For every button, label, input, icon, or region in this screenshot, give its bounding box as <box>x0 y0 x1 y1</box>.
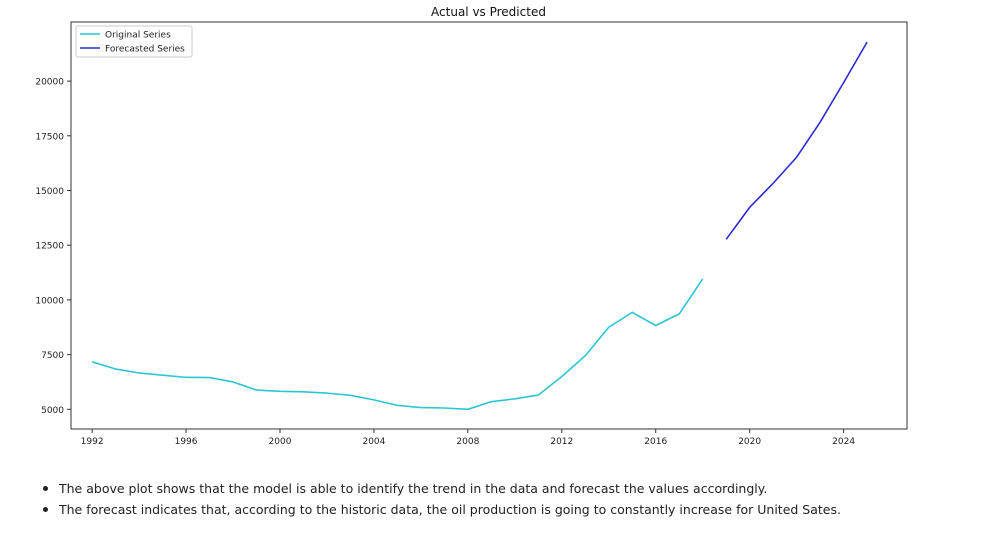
series-line-1 <box>725 41 868 240</box>
y-tick-label: 20000 <box>35 78 64 88</box>
y-tick-label: 12500 <box>35 242 64 252</box>
legend-label: Forecasted Series <box>105 45 185 55</box>
x-axis: 1992 1996 2000 2004 2008 2012 2016 2020 2024 <box>81 429 855 447</box>
note-text: The above plot shows that the model is a… <box>59 481 768 496</box>
notes-list: The above plot shows that the model is a… <box>40 478 841 520</box>
legend-label: Original Series <box>105 31 171 41</box>
y-tick-label: 15000 <box>35 187 64 197</box>
note-item: The forecast indicates that, according t… <box>40 499 841 520</box>
x-tick-label: 1996 <box>175 437 198 447</box>
x-tick-label: 2012 <box>550 437 573 447</box>
x-tick-label: 1992 <box>81 437 104 447</box>
series-lines <box>91 41 868 411</box>
series-line-0 <box>91 278 704 411</box>
y-tick-label: 5000 <box>41 406 64 416</box>
y-tick-label: 10000 <box>35 296 64 306</box>
chart-title: Actual vs Predicted <box>431 5 546 19</box>
legend: Original Series Forecasted Series <box>75 25 193 58</box>
line-chart: Actual vs Predicted 5000 7500 10000 12500 15… <box>35 5 908 447</box>
y-tick-label: 17500 <box>35 132 64 142</box>
note-text: The forecast indicates that, according t… <box>59 502 841 517</box>
x-tick-label: 2008 <box>456 437 479 447</box>
y-tick-label: 7500 <box>41 351 64 361</box>
note-item: The above plot shows that the model is a… <box>40 478 841 499</box>
bullet-icon <box>43 507 48 512</box>
x-tick-label: 2016 <box>644 437 667 447</box>
bullet-icon <box>43 486 48 491</box>
x-tick-label: 2020 <box>738 437 761 447</box>
plot-area <box>70 21 908 430</box>
x-tick-label: 2004 <box>362 437 385 447</box>
y-axis: 5000 7500 10000 12500 15000 17500 20000 <box>35 78 71 416</box>
legend-box <box>75 25 193 58</box>
x-tick-label: 2000 <box>269 437 292 447</box>
x-tick-label: 2024 <box>832 437 855 447</box>
